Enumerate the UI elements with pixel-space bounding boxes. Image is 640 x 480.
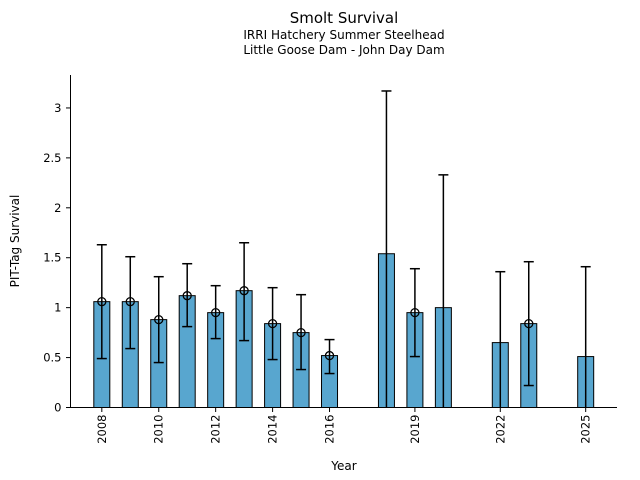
- x-tick-label: 2010: [152, 415, 166, 444]
- x-tick-label: 2016: [323, 415, 337, 444]
- point-marker-2016: [324, 350, 335, 361]
- point-marker-2009: [125, 297, 135, 307]
- point-marker-2010: [154, 314, 164, 325]
- chart-title: Smolt Survival: [289, 9, 399, 27]
- y-tick-label: 2: [54, 201, 61, 215]
- y-axis-label: PIT-Tag Survival: [8, 194, 22, 288]
- x-tick-label: 2019: [408, 415, 422, 444]
- point-marker-2011: [182, 291, 192, 301]
- point-marker-2014: [267, 318, 278, 329]
- y-tick-label: 3: [54, 101, 61, 115]
- x-tick-label: 2008: [95, 415, 109, 444]
- x-tick-label: 2014: [266, 415, 280, 444]
- y-tick-label: 0: [54, 401, 61, 415]
- point-marker-2023: [524, 318, 534, 329]
- x-tick-label: 2012: [209, 415, 223, 444]
- y-tick-label: 2.5: [43, 151, 61, 165]
- x-tick-label: 2022: [493, 415, 507, 444]
- y-tick-label: 0.5: [43, 351, 61, 365]
- title-block: Smolt Survival IRRI Hatchery Summer Stee…: [71, 8, 617, 57]
- x-axis-label: Year: [331, 459, 357, 473]
- y-tick-label: 1: [54, 301, 61, 315]
- chart-subtitle-line1: IRRI Hatchery Summer Steelhead: [243, 28, 445, 42]
- point-marker-2015: [296, 327, 306, 338]
- point-marker-2013: [239, 286, 249, 296]
- x-tick-label: 2025: [579, 415, 593, 444]
- y-tick-label: 1.5: [43, 251, 61, 265]
- point-marker-2019: [410, 307, 420, 318]
- chart-subtitle-line2: Little Goose Dam - John Day Dam: [243, 42, 445, 57]
- point-marker-2008: [97, 297, 107, 307]
- point-marker-2012: [211, 307, 221, 318]
